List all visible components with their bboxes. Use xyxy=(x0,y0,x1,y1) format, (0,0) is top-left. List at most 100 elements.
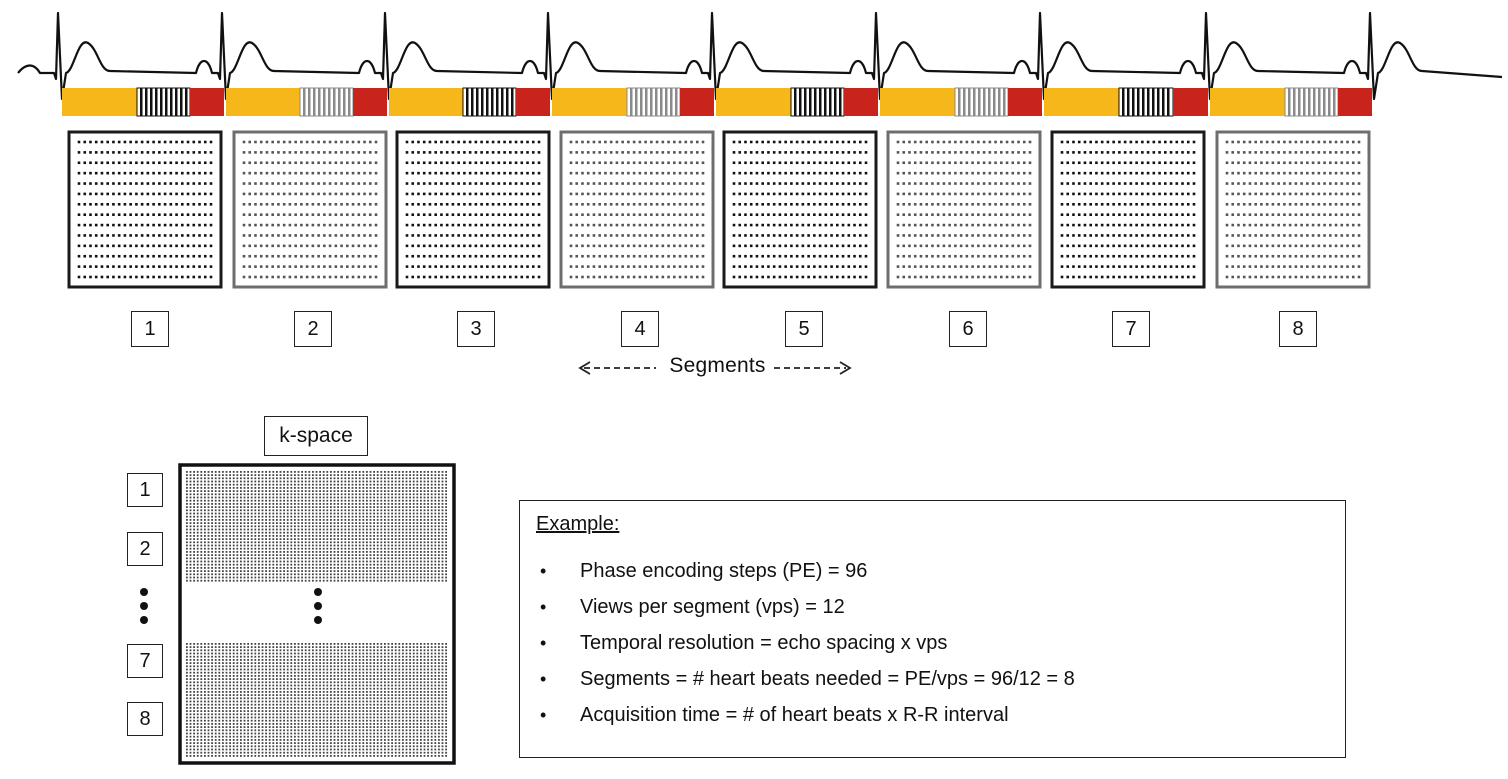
kspace-sample xyxy=(290,544,293,547)
kspace-sample xyxy=(112,265,115,268)
kspace-sample xyxy=(315,522,318,524)
kspace-sample xyxy=(427,557,429,560)
kspace-sample xyxy=(1237,182,1240,185)
kspace-sample xyxy=(1141,223,1144,227)
kspace-sample xyxy=(440,234,443,237)
kspace-sample xyxy=(146,161,150,165)
kspace-sample xyxy=(261,522,264,524)
kspace-sample xyxy=(248,223,252,227)
kspace-sample xyxy=(394,551,397,553)
kspace-sample xyxy=(189,535,192,537)
kspace-sample xyxy=(650,234,653,237)
kspace-sample xyxy=(1141,265,1144,268)
kspace-sample xyxy=(225,506,228,508)
kspace-sample xyxy=(1106,275,1110,279)
kspace-sample xyxy=(644,265,647,268)
kspace-sample xyxy=(358,544,361,547)
kspace-sample xyxy=(761,151,764,154)
kspace-sample xyxy=(326,483,329,486)
kspace-sample xyxy=(1011,171,1015,175)
kspace-sample xyxy=(322,503,325,505)
kspace-sample xyxy=(420,538,422,540)
kspace-sample xyxy=(445,480,447,483)
kspace-sample xyxy=(919,213,923,216)
kspace-sample xyxy=(189,547,192,550)
kspace-sample xyxy=(830,151,833,154)
kspace-sample xyxy=(1169,254,1173,258)
kspace-sample xyxy=(430,522,433,524)
kspace-sample xyxy=(351,493,354,496)
kspace-sample xyxy=(526,275,529,279)
kspace-sample xyxy=(977,182,980,185)
kspace-sample xyxy=(701,140,705,144)
kspace-sample xyxy=(77,192,81,196)
kspace-sample xyxy=(380,528,383,531)
kspace-sample xyxy=(430,509,433,512)
kspace-sample xyxy=(575,171,579,175)
kspace-sample xyxy=(457,213,460,216)
kspace-sample xyxy=(1271,151,1275,154)
kspace-sample xyxy=(428,171,432,175)
kspace-sample xyxy=(569,244,573,248)
kspace-sample xyxy=(1028,161,1032,165)
kspace-sample xyxy=(749,151,753,154)
kspace-sample xyxy=(468,254,472,258)
kspace-sample xyxy=(106,223,109,227)
kspace-sample xyxy=(387,493,390,496)
kspace-sample xyxy=(1083,244,1087,248)
kspace-sample xyxy=(434,477,437,480)
kspace-sample xyxy=(152,244,155,248)
kspace-sample xyxy=(294,140,297,144)
kspace-sample xyxy=(1158,151,1161,154)
kspace-sample xyxy=(650,161,653,165)
kspace-sample xyxy=(387,499,390,502)
kspace-sample xyxy=(977,223,980,227)
kspace-sample xyxy=(1231,151,1235,154)
kspace-sample xyxy=(790,213,793,216)
kspace-sample xyxy=(373,506,375,508)
kspace-sample xyxy=(655,265,659,268)
kspace-sample xyxy=(428,151,432,154)
kspace-sample xyxy=(222,487,224,489)
kspace-sample xyxy=(232,471,235,473)
kspace-sample xyxy=(1152,182,1156,185)
kspace-sample xyxy=(695,182,699,185)
kspace-sample xyxy=(1123,254,1127,258)
kspace-sample xyxy=(106,275,109,279)
kspace-sample xyxy=(971,151,974,154)
kspace-sample xyxy=(1129,140,1133,144)
kspace-sample xyxy=(1022,161,1026,165)
kspace-sample xyxy=(621,244,624,248)
kspace-sample xyxy=(615,265,619,268)
kspace-sample xyxy=(468,223,472,227)
kspace-sample xyxy=(615,151,619,154)
kspace-sample xyxy=(163,192,167,196)
kspace-sample xyxy=(942,203,946,206)
kspace-sample xyxy=(1095,161,1098,165)
kspace-line xyxy=(242,234,378,237)
kspace-sample xyxy=(638,151,642,154)
kspace-sample xyxy=(240,515,242,518)
kspace-sample xyxy=(140,161,144,165)
kspace-sample xyxy=(214,547,217,550)
kspace-sample xyxy=(229,471,231,473)
kspace-sample xyxy=(330,503,332,505)
kspace-sample xyxy=(650,203,653,206)
kspace-sample xyxy=(326,503,329,505)
kspace-sample xyxy=(351,522,354,524)
kspace-sample xyxy=(936,192,940,196)
kspace-sample xyxy=(384,544,386,547)
kspace-sample xyxy=(301,499,303,502)
kspace-sample xyxy=(598,182,601,185)
kspace-sample xyxy=(207,496,210,499)
kspace-line xyxy=(896,203,1032,206)
kspace-sample xyxy=(304,528,307,531)
kspace-sample xyxy=(468,203,472,206)
kspace-sample xyxy=(1294,275,1298,279)
kspace-sample xyxy=(405,161,409,165)
kspace-sample xyxy=(526,234,529,237)
kspace-sample xyxy=(428,275,432,279)
kspace-sample xyxy=(209,254,213,258)
kspace-sample xyxy=(438,528,440,531)
kspace-sample xyxy=(344,483,347,486)
